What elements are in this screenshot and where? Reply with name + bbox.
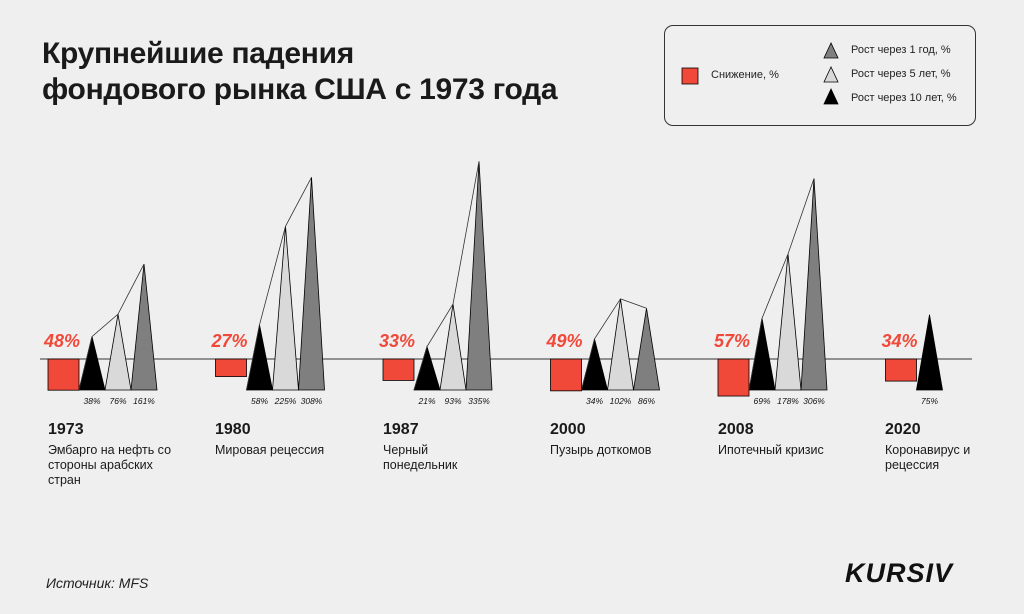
- growth10-value-label-1973: 38%: [83, 396, 100, 406]
- growth5-value-label-2008: 178%: [777, 396, 799, 406]
- event-year-1980: 1980: [215, 421, 251, 438]
- growth10-value-label-2000: 34%: [586, 396, 603, 406]
- growth10-value-label-1980: 58%: [251, 396, 268, 406]
- growth5-value-label-1980: 225%: [274, 396, 297, 406]
- decline-label-2020: 34%: [882, 331, 918, 351]
- legend-decline-label: Снижение, %: [711, 69, 779, 81]
- growth-connector-1980: [246, 177, 312, 391]
- growth1-value-label-1980: 308%: [301, 396, 323, 406]
- growth10-triangle-2008: [748, 318, 776, 391]
- decline-label-2000: 49%: [546, 331, 583, 351]
- growth1-triangle-2000: [633, 308, 660, 391]
- growth10-triangle-2000: [580, 338, 609, 391]
- event-description-2008: Ипотечный кризис: [718, 443, 824, 457]
- growth1-value-label-2008: 306%: [803, 396, 825, 406]
- growth1-triangle-1973: [130, 263, 158, 391]
- decline-bar-2020: [885, 358, 917, 382]
- growth1-value-label-2000: 86%: [638, 396, 655, 406]
- source-note: Источник: MFS: [46, 575, 149, 591]
- event-description-1980: Мировая рецессия: [215, 443, 325, 457]
- growth5-value-label-1987: 93%: [444, 396, 461, 406]
- decline-label-2008: 57%: [714, 331, 750, 351]
- growth5-triangle-1987: [439, 304, 467, 391]
- legend-growth10-swatch: [823, 88, 839, 105]
- decline-bar-1980: [215, 358, 247, 377]
- growth-connector-2000: [581, 298, 647, 391]
- event-description-1973: Эмбарго на нефть со стороны арабских стр…: [48, 443, 172, 487]
- growth5-triangle-1980: [272, 226, 299, 391]
- growth5-value-label-1973: 76%: [109, 396, 126, 406]
- decline-label-1973: 48%: [43, 331, 80, 351]
- decline-label-1987: 33%: [379, 331, 415, 351]
- growth10-triangle-1987: [413, 345, 441, 391]
- title-line-2: фондового рынка США с 1973 года: [42, 73, 558, 106]
- growth5-triangle-2000: [607, 298, 634, 391]
- event-description-2000: Пузырь доткомов: [550, 443, 652, 457]
- chart-title: Крупнейшие падения фондового рынка США с…: [42, 36, 558, 108]
- growth1-triangle-1987: [465, 161, 493, 391]
- decline-bar-2008: [717, 358, 750, 397]
- legend-growth10-label: Рост через 10 лет, %: [851, 92, 957, 104]
- legend-swatches: [681, 42, 839, 105]
- brand-logo: KURSIV: [845, 558, 954, 588]
- growth5-triangle-1973: [104, 314, 132, 391]
- event-year-1973: 1973: [48, 421, 84, 438]
- growth10-triangle-1973: [78, 336, 106, 391]
- legend: Снижение, % Рост через 1 год, % Рост чер…: [664, 25, 976, 126]
- event-year-2008: 2008: [718, 421, 754, 438]
- growth1-triangle-1980: [298, 177, 325, 391]
- growth5-triangle-2008: [774, 253, 802, 391]
- growth1-value-label-1973: 161%: [133, 396, 155, 406]
- growth-connector-1973: [78, 263, 145, 391]
- decline-bar-1987: [382, 358, 415, 381]
- growth1-value-label-1987: 335%: [468, 396, 490, 406]
- growth10-triangle-2020: [916, 314, 943, 391]
- growth-connector-1987: [413, 161, 480, 391]
- growth5-value-label-2000: 102%: [610, 396, 632, 406]
- legend-growth5-label: Рост через 5 лет, %: [851, 68, 951, 80]
- title-line-1: Крупнейшие падения: [42, 37, 354, 70]
- growth10-triangle-1980: [246, 324, 273, 391]
- event-year-2020: 2020: [885, 421, 921, 438]
- decline-bar-1973: [47, 358, 80, 391]
- event-description-1987: Черный понедельник: [383, 443, 458, 472]
- growth10-value-label-2020: 75%: [921, 396, 938, 406]
- legend-growth1-swatch: [823, 42, 839, 59]
- decline-bar-2000: [550, 358, 582, 392]
- growth1-triangle-2008: [800, 178, 828, 391]
- decline-label-1980: 27%: [211, 331, 248, 351]
- legend-decline-swatch: [681, 67, 699, 85]
- event-year-2000: 2000: [550, 421, 586, 438]
- legend-growth5-swatch: [823, 66, 839, 83]
- legend-growth1-label: Рост через 1 год, %: [851, 44, 951, 56]
- event-description-2020: Коронавирус и рецессия: [885, 443, 971, 472]
- growth-connector-2008: [748, 178, 815, 391]
- growth10-value-label-2008: 69%: [753, 396, 770, 406]
- event-year-1987: 1987: [383, 421, 419, 438]
- growth10-value-label-1987: 21%: [417, 396, 435, 406]
